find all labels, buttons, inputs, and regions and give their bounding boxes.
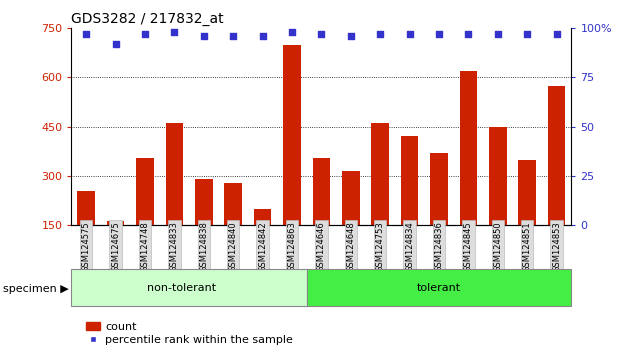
Text: GSM124863: GSM124863	[288, 222, 296, 272]
Bar	[489, 126, 507, 225]
Text: specimen ▶: specimen ▶	[3, 284, 69, 293]
Point	[140, 32, 150, 37]
Text: GDS3282 / 217832_at: GDS3282 / 217832_at	[71, 12, 224, 26]
Text: GSM124842: GSM124842	[258, 222, 267, 272]
Bar	[107, 221, 124, 225]
Point	[346, 33, 356, 39]
Bar	[71, 269, 307, 306]
Bar	[283, 45, 301, 225]
Point	[228, 33, 238, 39]
Point	[375, 32, 385, 37]
Bar	[401, 136, 419, 225]
Point	[111, 41, 120, 47]
Bar	[548, 86, 566, 225]
Point	[170, 29, 179, 35]
Text: GSM124833: GSM124833	[170, 222, 179, 272]
Bar	[77, 192, 95, 225]
Text: GSM124834: GSM124834	[405, 222, 414, 272]
Bar	[224, 183, 242, 225]
Text: GSM124851: GSM124851	[523, 222, 532, 272]
Point	[81, 32, 91, 37]
Point	[551, 32, 561, 37]
Bar	[195, 179, 212, 225]
Bar	[371, 123, 389, 225]
Text: GSM124838: GSM124838	[199, 222, 208, 272]
Point	[493, 32, 503, 37]
Text: GSM124840: GSM124840	[229, 222, 238, 272]
Text: GSM124646: GSM124646	[317, 222, 326, 272]
Text: GSM124575: GSM124575	[81, 222, 91, 272]
Text: GSM124675: GSM124675	[111, 222, 120, 272]
Point	[199, 33, 209, 39]
Text: GSM124753: GSM124753	[376, 222, 384, 272]
Text: tolerant: tolerant	[417, 282, 461, 293]
Legend: count, percentile rank within the sample: count, percentile rank within the sample	[82, 317, 297, 349]
Bar	[307, 269, 571, 306]
Bar	[460, 71, 477, 225]
Bar	[166, 123, 183, 225]
Bar	[430, 153, 448, 225]
Point	[522, 32, 532, 37]
Text: GSM124836: GSM124836	[435, 222, 443, 272]
Point	[316, 32, 327, 37]
Text: GSM124648: GSM124648	[347, 222, 355, 272]
Text: GSM124845: GSM124845	[464, 222, 473, 272]
Bar	[136, 158, 154, 225]
Bar	[342, 171, 360, 225]
Point	[287, 29, 297, 35]
Point	[463, 32, 473, 37]
Point	[434, 32, 444, 37]
Text: non-tolerant: non-tolerant	[147, 282, 216, 293]
Text: GSM124853: GSM124853	[552, 222, 561, 272]
Bar	[519, 160, 536, 225]
Bar	[312, 158, 330, 225]
Bar	[254, 210, 271, 225]
Text: GSM124850: GSM124850	[493, 222, 502, 272]
Text: GSM124748: GSM124748	[140, 222, 150, 272]
Point	[405, 32, 415, 37]
Point	[258, 33, 268, 39]
